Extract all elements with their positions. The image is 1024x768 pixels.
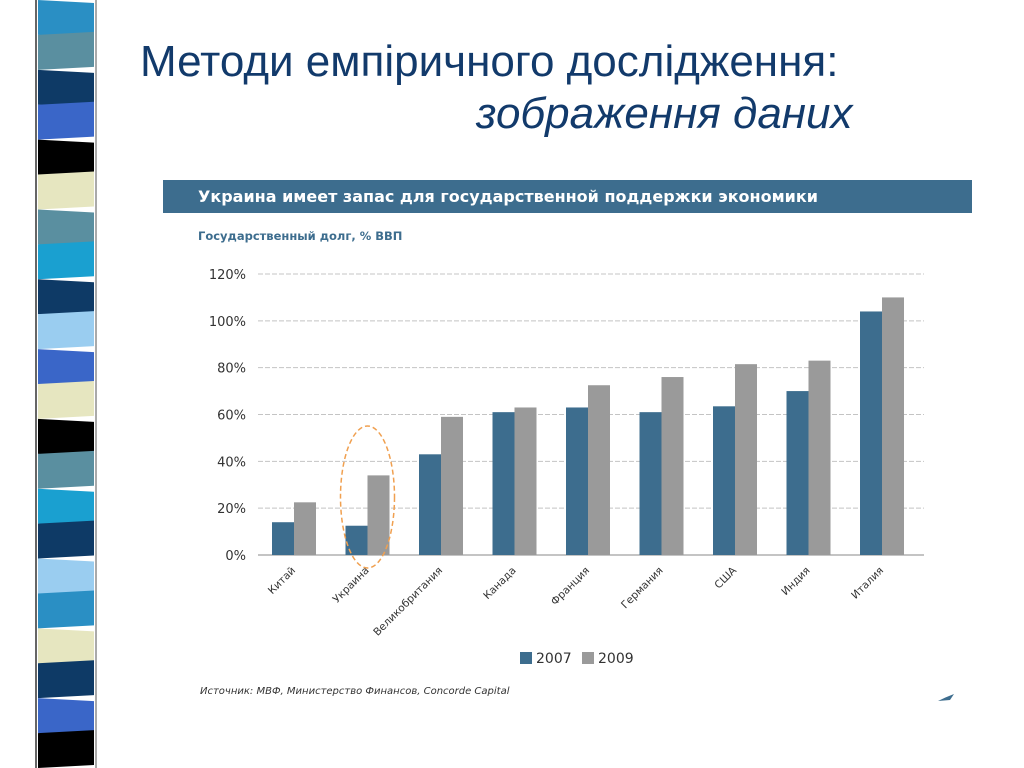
x-tick-label: Франция	[549, 565, 592, 608]
y-tick-label: 120%	[209, 268, 246, 283]
stripe-segment	[38, 488, 94, 527]
stripe-segment	[38, 660, 94, 699]
bar-2009	[661, 377, 684, 555]
x-tick-label: Канада	[481, 565, 518, 602]
decorative-mark	[938, 694, 954, 701]
bar-2009	[441, 416, 463, 555]
y-tick-label: 100%	[209, 315, 246, 330]
bar-2007	[419, 454, 441, 555]
bar-2009	[367, 475, 390, 555]
chart-title: Украина имеет запас для государственной …	[163, 180, 972, 213]
y-tick-label: 0%	[225, 549, 246, 564]
bar-2009	[588, 385, 610, 555]
bar-2009	[294, 502, 316, 555]
stripe-segment	[38, 520, 94, 559]
bar-2007	[345, 525, 368, 555]
bar-2007	[272, 522, 294, 555]
highlight-ellipse	[339, 425, 396, 569]
stripe-segment	[38, 381, 94, 419]
bar-2007	[713, 406, 735, 555]
stripe-segment	[38, 418, 94, 457]
y-tick-label: 80%	[217, 362, 246, 377]
stripe-segment	[38, 698, 94, 737]
legend-swatch	[582, 652, 594, 664]
stripe-segment	[38, 730, 94, 768]
legend-swatch	[520, 652, 532, 664]
bar-2007	[639, 412, 662, 555]
bar-2007	[492, 412, 515, 555]
legend-label: 2007	[536, 651, 572, 667]
slide-title-line2: зображення даних	[476, 89, 853, 138]
bar-2009	[882, 297, 904, 555]
slide-title: Методи емпіричного дослідження: зображен…	[140, 36, 1000, 140]
chart-source: Источник: МВФ, Министерство Финансов, Co…	[200, 686, 510, 697]
stripe-segment	[38, 628, 94, 667]
stripe-segment	[38, 101, 94, 140]
stripe-segment	[38, 209, 94, 248]
stripe-segment	[38, 69, 94, 108]
stripe-segment	[38, 450, 94, 489]
bar-2009	[735, 364, 757, 555]
stripe-segment	[38, 279, 94, 318]
stripe-segment	[38, 590, 94, 629]
chart-subtitle: Государственный долг, % ВВП	[198, 229, 403, 243]
x-tick-label: США	[712, 564, 739, 591]
stripe-segment	[38, 171, 94, 210]
y-tick-label: 60%	[217, 409, 246, 424]
y-tick-label: 20%	[217, 502, 246, 517]
legend-label: 2009	[598, 651, 634, 667]
x-tick-label: Италия	[849, 565, 886, 602]
decorative-stripe-bar	[0, 0, 112, 768]
bar-2007	[566, 407, 588, 555]
x-tick-label: Украина	[331, 565, 372, 606]
bar-2009	[514, 407, 537, 555]
slide-title-line1: Методи емпіричного дослідження:	[140, 37, 839, 86]
stripe-segment	[38, 0, 94, 38]
y-tick-label: 40%	[217, 455, 246, 470]
stripe-pattern	[35, 0, 97, 768]
x-tick-label: Индия	[779, 565, 812, 598]
x-tick-label: Германия	[619, 565, 666, 612]
bar-2007	[786, 391, 809, 555]
stripe-segment	[38, 31, 94, 70]
stripe-segment	[38, 139, 94, 178]
bar-2009	[808, 360, 831, 555]
stripe-segment	[38, 349, 94, 387]
x-tick-label: Китай	[266, 565, 298, 597]
stripe-segment	[38, 558, 94, 597]
bar-2007	[860, 311, 882, 555]
stripe-segment	[38, 241, 94, 280]
stripe-segment	[38, 311, 94, 350]
x-tick-label: Великобритания	[371, 565, 445, 639]
